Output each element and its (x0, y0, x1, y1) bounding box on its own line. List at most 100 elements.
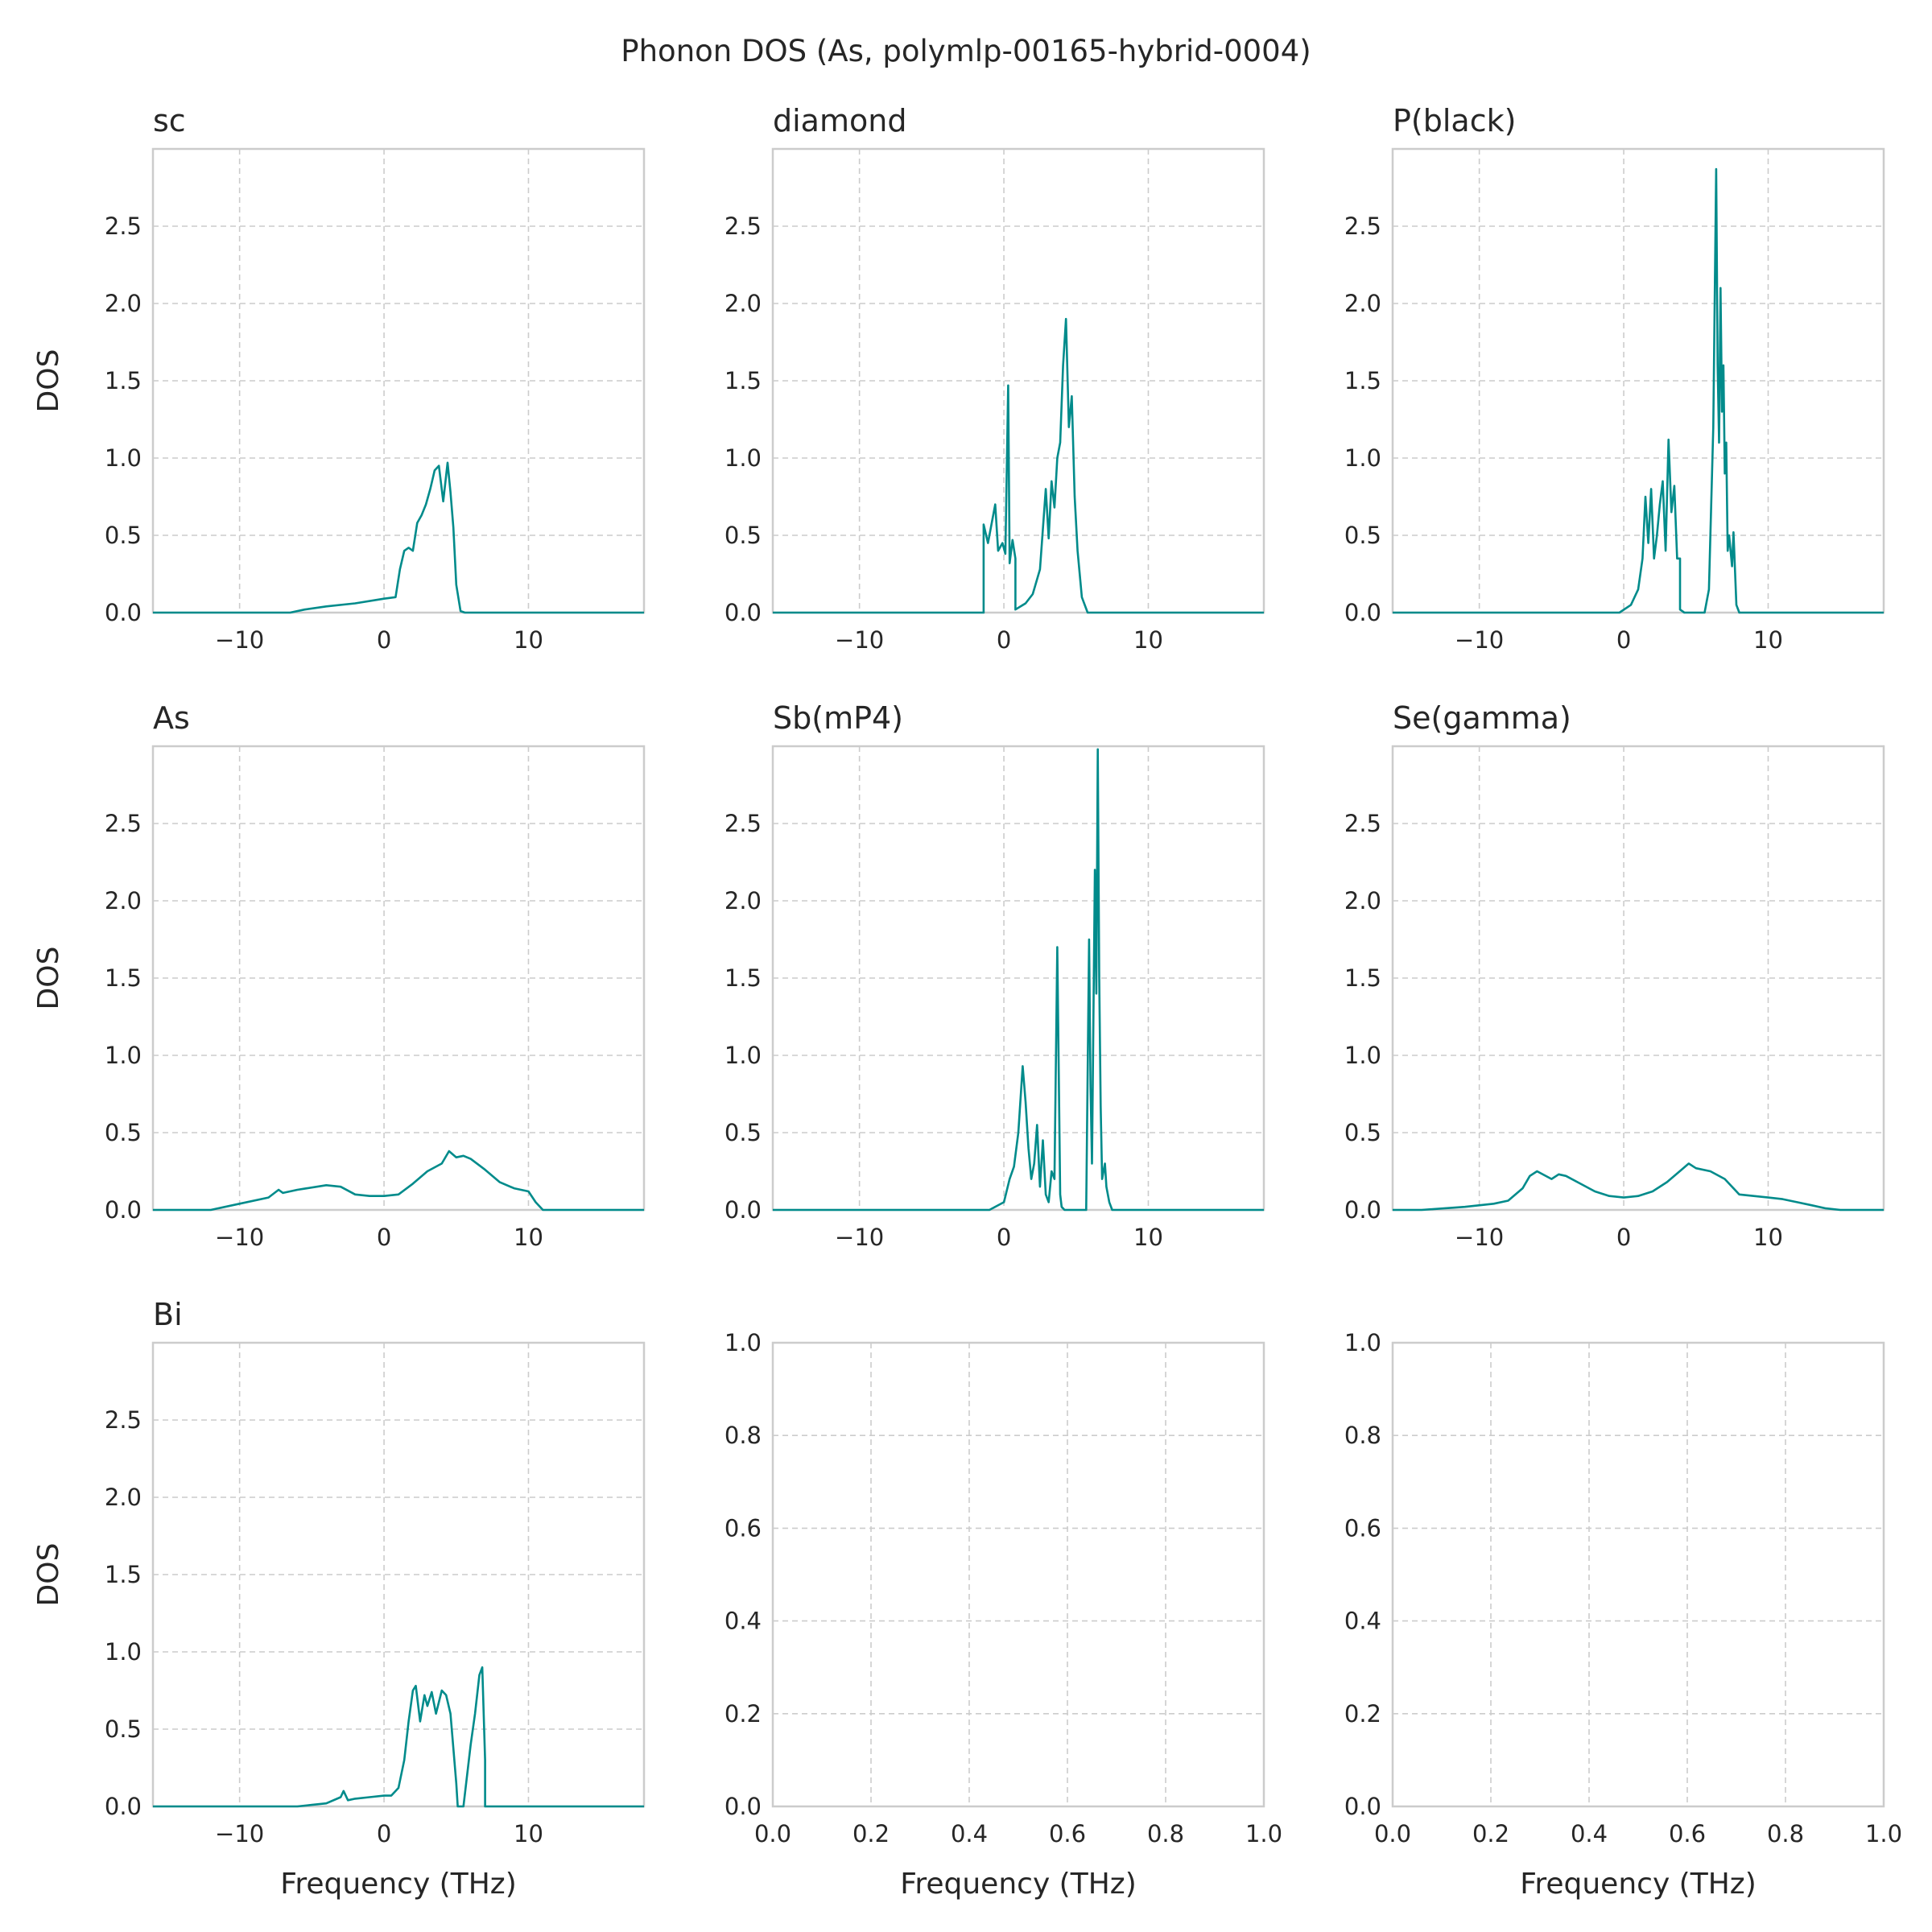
y-tick-label: 1.0 (105, 1042, 142, 1069)
y-tick-label: 0.6 (1344, 1514, 1381, 1542)
y-tick-label: 0.0 (105, 1793, 142, 1820)
dos-series-line (153, 1666, 644, 1808)
x-tick-label: 0 (377, 626, 391, 654)
y-tick-label: 1.5 (724, 367, 762, 394)
y-axis-label: DOS (32, 1543, 65, 1607)
y-tick-label: 0.5 (724, 522, 762, 549)
x-tick-label: −10 (1455, 1224, 1504, 1251)
y-tick-label: 1.5 (105, 367, 142, 394)
subplot-diamond: −10 0 10 0.0 0.5 1.0 1.5 2.0 2.5 diamond (724, 103, 1265, 654)
y-tick-label: 2.0 (724, 290, 762, 317)
y-axis-label: DOS (32, 349, 65, 413)
x-tick-label: 0 (377, 1820, 391, 1847)
x-tick-label: −10 (1455, 626, 1504, 654)
x-tick-label: 0.0 (1374, 1820, 1411, 1847)
x-tick-label: 0.8 (1767, 1820, 1804, 1847)
subplot-sbmp4: −10 0 10 0.0 0.5 1.0 1.5 2.0 2.5 Sb(mP4) (724, 700, 1265, 1251)
y-tick-label: 0.5 (724, 1119, 762, 1146)
subplot-title: Bi (153, 1297, 183, 1332)
x-tick-label: 0.4 (951, 1820, 988, 1847)
x-tick-label: 1.0 (1245, 1820, 1282, 1847)
subplot-title: Sb(mP4) (773, 700, 903, 736)
y-tick-label: 0.0 (1344, 599, 1381, 626)
y-tick-label: 0.5 (1344, 522, 1381, 549)
y-tick-label: 2.5 (105, 810, 142, 837)
dos-series-line (153, 461, 644, 614)
x-tick-label: −10 (835, 1224, 884, 1251)
subplot-pblack: −10 0 10 0.0 0.5 1.0 1.5 2.0 2.5 P(black) (1344, 103, 1885, 654)
plot-area (1391, 1341, 1885, 1808)
x-tick-label: 0.6 (1049, 1820, 1086, 1847)
subplot-title: Se(gamma) (1393, 700, 1571, 736)
x-tick-label: 0.2 (1472, 1820, 1509, 1847)
y-tick-label: 0.5 (105, 1715, 142, 1743)
y-tick-label: 0.0 (724, 1793, 762, 1820)
x-axis-label: Frequency (THz) (1520, 1868, 1756, 1901)
y-tick-label: 0.0 (105, 599, 142, 626)
subplot-title: P(black) (1393, 103, 1516, 138)
y-tick-label: 0.2 (1344, 1700, 1381, 1728)
x-axis-label: Frequency (THz) (900, 1868, 1136, 1901)
x-tick-label: 0.6 (1669, 1820, 1706, 1847)
y-tick-label: 1.0 (105, 1638, 142, 1666)
y-tick-label: 1.0 (724, 444, 762, 472)
y-tick-label: 0.2 (724, 1700, 762, 1728)
x-axis-label: Frequency (THz) (280, 1868, 516, 1901)
y-tick-label: 0.0 (1344, 1793, 1381, 1820)
y-tick-label: 2.0 (1344, 887, 1381, 914)
y-axis-label: DOS (32, 947, 65, 1010)
y-tick-label: 2.5 (1344, 213, 1381, 240)
y-tick-label: 1.0 (724, 1042, 762, 1069)
subplot-segamma: −10 0 10 0.0 0.5 1.0 1.5 2.0 2.5 Se(gamma) (1344, 700, 1885, 1251)
x-tick-label: 0.4 (1571, 1820, 1608, 1847)
x-tick-label: 0 (997, 1224, 1011, 1251)
x-tick-label: −10 (215, 1820, 264, 1847)
y-tick-label: 1.5 (105, 964, 142, 992)
x-tick-label: 0 (997, 626, 1011, 654)
x-tick-label: 10 (514, 1820, 543, 1847)
subplot-title: diamond (773, 103, 906, 138)
y-tick-label: 0.0 (1344, 1196, 1381, 1224)
y-tick-label: 1.0 (105, 444, 142, 472)
x-tick-label: 0.2 (852, 1820, 890, 1847)
x-tick-label: 10 (514, 1224, 543, 1251)
x-tick-label: −10 (835, 626, 884, 654)
x-tick-label: 0.0 (754, 1820, 791, 1847)
y-tick-label: 2.0 (724, 887, 762, 914)
x-tick-label: 10 (1753, 626, 1783, 654)
dos-series-line (773, 317, 1264, 614)
y-tick-label: 0.8 (724, 1422, 762, 1449)
subplot-title: sc (153, 103, 186, 138)
y-tick-label: 1.5 (724, 964, 762, 992)
x-tick-label: 0.8 (1147, 1820, 1184, 1847)
x-tick-label: −10 (215, 1224, 264, 1251)
dos-series-line (1393, 1162, 1884, 1212)
y-tick-label: 2.0 (105, 1484, 142, 1511)
y-tick-label: 2.0 (105, 887, 142, 914)
y-tick-label: 1.5 (1344, 964, 1381, 992)
x-tick-label: 10 (514, 626, 543, 654)
x-tick-label: 0 (1616, 1224, 1631, 1251)
x-tick-label: 0 (1616, 626, 1631, 654)
y-tick-label: 2.0 (105, 290, 142, 317)
y-tick-label: 0.6 (724, 1514, 762, 1542)
subplot-bi: −10 0 10 0.0 0.5 1.0 1.5 2.0 2.5 Bi Frequency (THz… (32, 1297, 646, 1901)
y-tick-label: 1.0 (724, 1329, 762, 1356)
x-tick-label: 10 (1753, 1224, 1783, 1251)
y-tick-label: 0.4 (724, 1608, 762, 1635)
x-tick-label: 10 (1133, 1224, 1163, 1251)
dos-series-line (153, 1150, 644, 1212)
figure-title: Phonon DOS (As, polymlp-00165-hybrid-000… (621, 34, 1311, 68)
x-tick-label: 0 (377, 1224, 391, 1251)
subplot-as: −10 0 10 0.0 0.5 1.0 1.5 2.0 2.5 As DOS (32, 700, 646, 1251)
y-tick-label: 1.5 (105, 1561, 142, 1588)
y-tick-label: 1.5 (1344, 367, 1381, 394)
y-tick-label: 2.5 (724, 810, 762, 837)
y-tick-label: 0.0 (105, 1196, 142, 1224)
y-tick-label: 2.5 (1344, 810, 1381, 837)
y-tick-label: 0.5 (1344, 1119, 1381, 1146)
subplot-title: As (153, 700, 190, 736)
y-tick-label: 0.0 (724, 1196, 762, 1224)
